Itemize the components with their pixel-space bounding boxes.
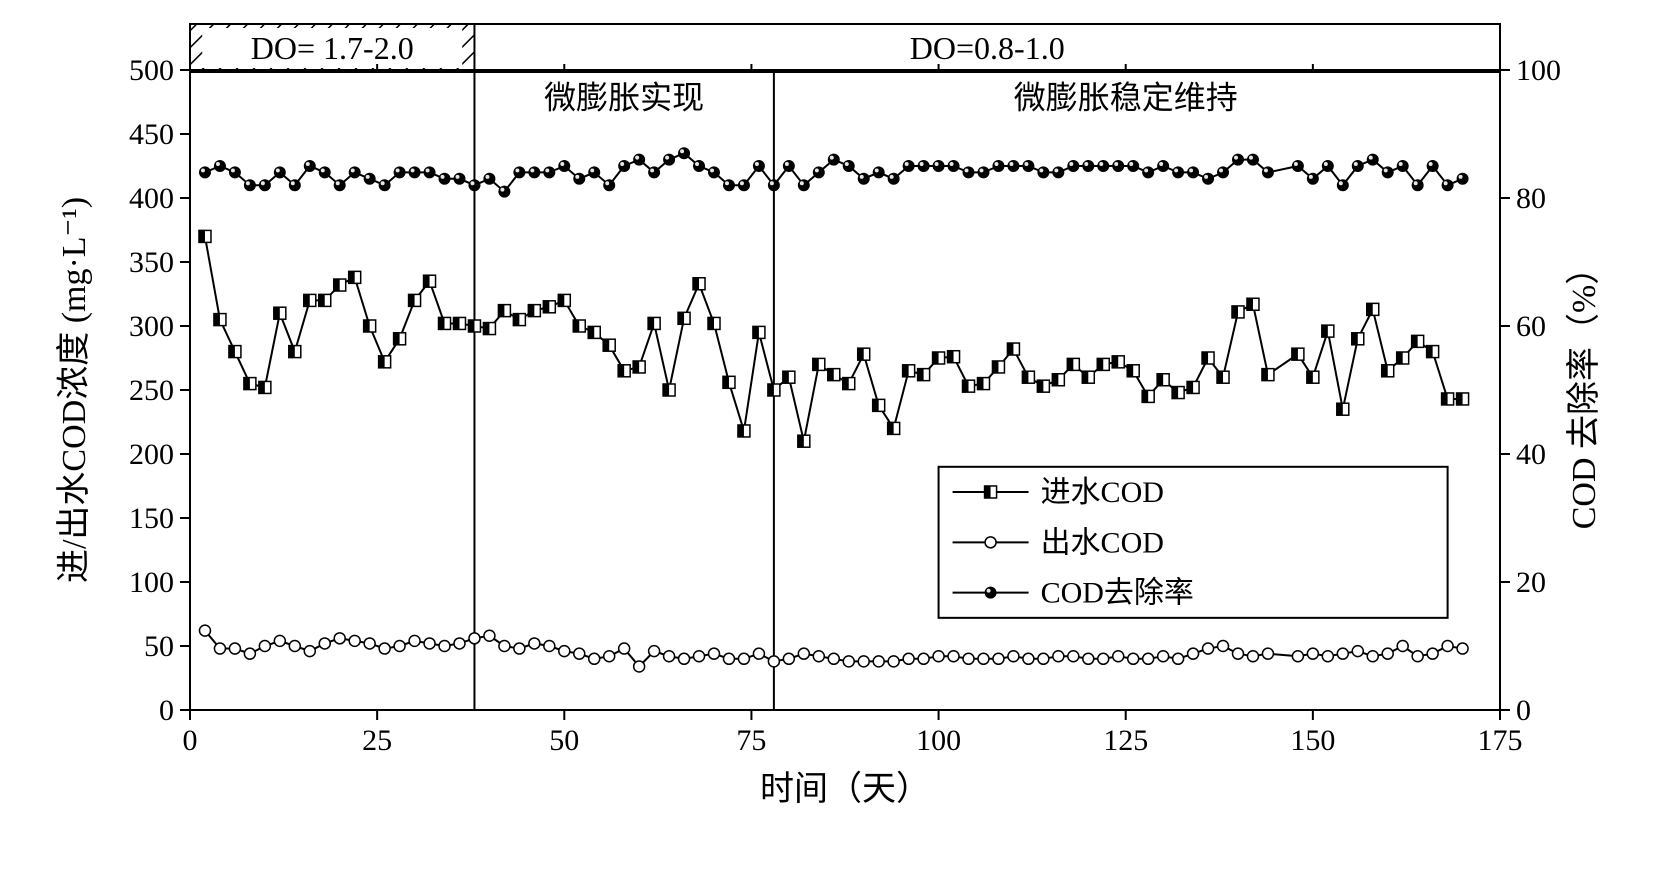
svg-text:COD 去除率（%）: COD 去除率（%）: [1565, 251, 1603, 530]
svg-text:175: 175: [1478, 724, 1523, 757]
svg-text:时间（天）: 时间（天）: [760, 770, 930, 808]
svg-text:450: 450: [129, 118, 174, 151]
svg-text:COD去除率: COD去除率: [1041, 577, 1194, 610]
svg-text:20: 20: [1516, 566, 1546, 599]
svg-text:200: 200: [129, 438, 174, 471]
svg-text:微膨胀稳定维持: 微膨胀稳定维持: [1014, 79, 1238, 115]
svg-text:150: 150: [129, 502, 174, 535]
svg-text:100: 100: [129, 566, 174, 599]
svg-text:500: 500: [129, 54, 174, 87]
svg-text:100: 100: [1516, 54, 1561, 87]
svg-text:75: 75: [736, 724, 766, 757]
svg-text:进水COD: 进水COD: [1041, 476, 1164, 509]
svg-text:25: 25: [362, 724, 392, 757]
svg-text:300: 300: [129, 310, 174, 343]
svg-text:DO=0.8-1.0: DO=0.8-1.0: [910, 30, 1065, 66]
svg-text:400: 400: [129, 182, 174, 215]
svg-text:0: 0: [1516, 694, 1531, 727]
svg-text:50: 50: [144, 630, 174, 663]
svg-text:40: 40: [1516, 438, 1546, 471]
chart-container: DO= 1.7-2.0 DO=0.8-1.0 0 25 50 75 100 125 150 175…: [40, 10, 1640, 850]
svg-text:60: 60: [1516, 310, 1546, 343]
svg-text:100: 100: [916, 724, 961, 757]
chart-svg: DO= 1.7-2.0 DO=0.8-1.0 0 25 50 75 100 125 150 175…: [40, 10, 1640, 850]
svg-text:350: 350: [129, 246, 174, 279]
svg-text:0: 0: [183, 724, 198, 757]
svg-text:250: 250: [129, 374, 174, 407]
svg-text:50: 50: [549, 724, 579, 757]
svg-text:DO= 1.7-2.0: DO= 1.7-2.0: [251, 30, 414, 66]
svg-text:125: 125: [1103, 724, 1148, 757]
svg-text:0: 0: [159, 694, 174, 727]
svg-text:微膨胀实现: 微膨胀实现: [544, 79, 704, 115]
svg-text:150: 150: [1290, 724, 1335, 757]
svg-text:进/出水COD浓度 (mg·L⁻¹): 进/出水COD浓度 (mg·L⁻¹): [55, 197, 93, 583]
svg-text:80: 80: [1516, 182, 1546, 215]
svg-text:出水COD: 出水COD: [1041, 526, 1164, 559]
